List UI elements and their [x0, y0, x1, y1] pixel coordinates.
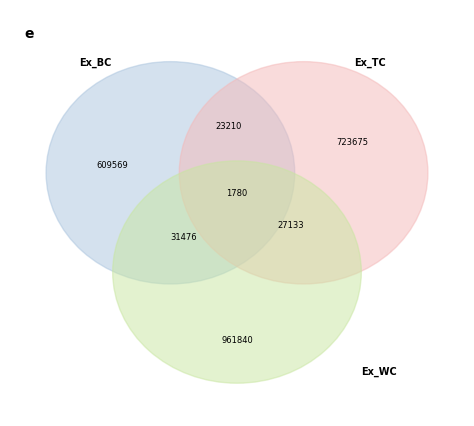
Text: Ex_WC: Ex_WC: [361, 366, 397, 377]
Text: e: e: [24, 27, 33, 41]
Text: 23210: 23210: [215, 121, 241, 130]
Text: 1780: 1780: [227, 189, 247, 198]
Text: 609569: 609569: [97, 161, 128, 170]
Text: 723675: 723675: [337, 137, 368, 146]
Circle shape: [113, 161, 361, 383]
Text: 31476: 31476: [171, 232, 197, 241]
Circle shape: [46, 63, 295, 284]
Circle shape: [179, 63, 428, 284]
Text: 961840: 961840: [221, 335, 253, 344]
Text: Ex_BC: Ex_BC: [79, 58, 111, 68]
Text: 27133: 27133: [277, 220, 303, 229]
Text: Ex_TC: Ex_TC: [355, 58, 386, 68]
